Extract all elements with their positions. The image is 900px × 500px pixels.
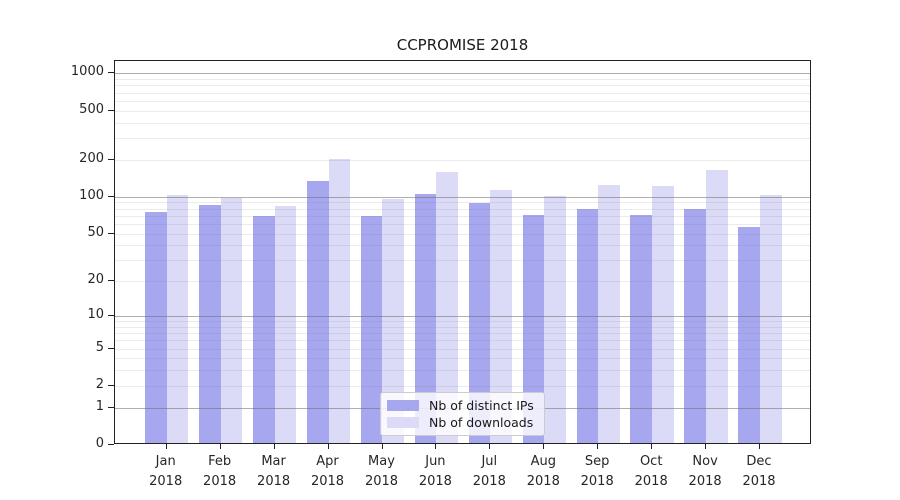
bar-distinct-ips-dec: [738, 227, 761, 443]
y-axis-tick-label: 0: [95, 436, 104, 451]
y-axis-tick-mark: [108, 232, 114, 234]
legend: Nb of distinct IPs Nb of downloads: [380, 392, 545, 436]
y-axis-tick-label: 50: [87, 224, 104, 240]
bar-distinct-ips-may: [360, 216, 383, 443]
x-axis-month-label: Sep 2018: [580, 454, 614, 489]
bar-downloads-nov: [706, 169, 728, 443]
bar-distinct-ips-aug: [522, 215, 545, 443]
y-axis-tick-label: 5: [95, 339, 104, 355]
bar-distinct-ips-jun: [414, 193, 437, 443]
bar-downloads-mar: [274, 205, 297, 443]
x-axis-tick-mark: [597, 444, 599, 449]
y-axis-tick-mark: [108, 384, 114, 386]
x-axis-tick-mark: [273, 444, 275, 449]
y-axis-tick-mark: [108, 158, 114, 160]
x-axis-month-label: May 2018: [364, 454, 399, 489]
y-axis-tick-label: 20: [87, 272, 104, 288]
legend-swatch-downloads: [387, 417, 419, 428]
y-axis-tick-mark: [108, 444, 114, 445]
plot-area: [114, 60, 811, 444]
y-axis-tick-mark: [108, 315, 114, 316]
bar-downloads-feb: [220, 197, 243, 443]
x-axis-tick-mark: [381, 444, 383, 449]
y-axis-tick-label: 1000: [70, 64, 104, 80]
y-axis-tick-mark: [108, 280, 114, 282]
y-axis-tick-label: 2: [95, 376, 104, 392]
legend-swatch-distinct-ips: [387, 400, 419, 411]
x-axis-tick-mark: [219, 444, 221, 449]
x-axis-month-label: Feb 2018: [203, 454, 237, 489]
legend-row-downloads: Nb of downloads: [387, 414, 534, 431]
x-axis-month-label: Jan 2018: [149, 454, 183, 489]
legend-row-distinct-ips: Nb of distinct IPs: [387, 397, 534, 414]
bar-distinct-ips-jan: [145, 211, 167, 443]
y-axis-tick-mark: [108, 72, 114, 74]
x-axis-month-label: Apr 2018: [310, 454, 345, 489]
bar-downloads-oct: [652, 186, 674, 443]
legend-label-downloads: Nb of downloads: [429, 415, 534, 430]
y-axis-tick-label: 500: [79, 101, 104, 117]
bar-distinct-ips-jul: [468, 202, 491, 443]
x-axis-tick-mark: [705, 444, 707, 449]
bar-downloads-may: [382, 198, 405, 443]
x-axis-month-label: Aug 2018: [526, 454, 560, 489]
bar-downloads-dec: [760, 194, 782, 443]
x-axis-month-label: Jul 2018: [472, 454, 506, 489]
x-axis-tick-mark: [489, 444, 491, 449]
bar-downloads-aug: [544, 196, 566, 443]
x-axis-month-label: Nov 2018: [688, 454, 722, 489]
chart-title: CCPROMISE 2018: [396, 36, 529, 54]
x-axis-tick-mark: [543, 444, 545, 449]
bar-distinct-ips-apr: [306, 181, 329, 443]
legend-label-distinct-ips: Nb of distinct IPs: [429, 398, 534, 413]
y-axis-tick-mark: [108, 195, 114, 197]
bar-downloads-sep: [598, 184, 620, 443]
x-axis-tick-mark: [165, 444, 167, 449]
y-axis-tick-label: 200: [79, 150, 104, 166]
y-axis-tick-label: 100: [79, 187, 104, 203]
bar-distinct-ips-feb: [198, 205, 221, 443]
bar-downloads-jun: [436, 172, 459, 443]
x-axis-tick-mark: [435, 444, 437, 449]
x-axis-month-label: Dec 2018: [742, 454, 776, 489]
x-axis-month-label: Jun 2018: [418, 454, 452, 489]
x-axis-tick-mark: [651, 444, 653, 449]
y-axis-tick-label: 1: [95, 398, 104, 414]
y-axis-tick-mark: [108, 406, 114, 408]
bar-distinct-ips-oct: [630, 215, 653, 443]
bar-downloads-jan: [166, 194, 189, 443]
bars-layer: [115, 61, 810, 443]
y-axis-tick-label: 10: [87, 307, 104, 322]
y-axis-tick-mark: [108, 347, 114, 349]
x-axis-month-label: Oct 2018: [634, 454, 668, 489]
y-axis-tick-mark: [108, 109, 114, 111]
x-axis-month-label: Mar 2018: [257, 454, 291, 489]
x-axis-tick-mark: [327, 444, 329, 449]
bar-distinct-ips-nov: [684, 209, 707, 443]
bar-distinct-ips-mar: [252, 216, 275, 443]
bar-distinct-ips-sep: [576, 208, 599, 443]
x-axis-tick-mark: [759, 444, 760, 449]
bar-downloads-apr: [328, 159, 351, 443]
